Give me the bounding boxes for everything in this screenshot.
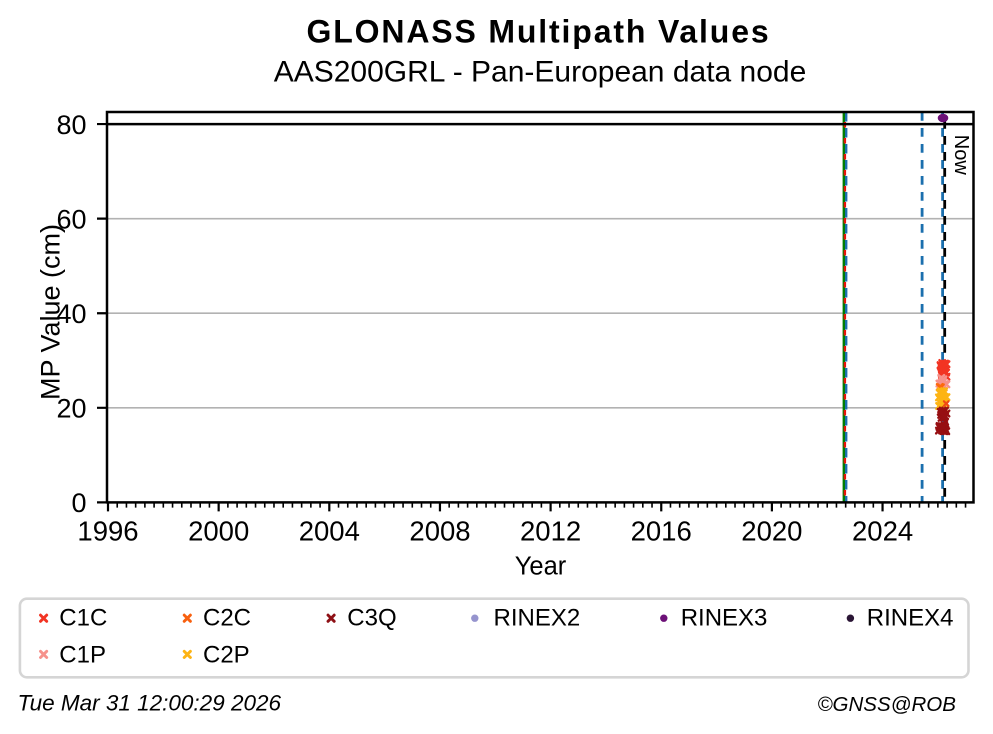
svg-text:Year: Year: [515, 553, 567, 581]
svg-text:C1C: C1C: [59, 605, 107, 632]
svg-text:2016: 2016: [631, 516, 692, 547]
svg-text:2004: 2004: [299, 516, 360, 547]
svg-text:Now: Now: [950, 135, 972, 176]
svg-text:Tue Mar 31 12:00:29 2026: Tue Mar 31 12:00:29 2026: [18, 691, 282, 716]
svg-text:©GNSS@ROB: ©GNSS@ROB: [817, 693, 955, 716]
svg-text:C2C: C2C: [203, 605, 251, 632]
svg-text:80: 80: [56, 110, 86, 140]
svg-text:RINEX4: RINEX4: [867, 605, 954, 632]
svg-text:C3Q: C3Q: [347, 605, 396, 632]
svg-text:1996: 1996: [77, 516, 138, 547]
svg-text:2020: 2020: [741, 516, 802, 547]
svg-text:C1P: C1P: [59, 642, 106, 669]
svg-text:RINEX2: RINEX2: [494, 605, 581, 632]
svg-text:C2P: C2P: [203, 642, 250, 669]
svg-text:60: 60: [56, 205, 86, 235]
svg-text:AAS200GRL - Pan-European data: AAS200GRL - Pan-European data node: [274, 56, 807, 89]
svg-text:2008: 2008: [409, 516, 470, 547]
svg-text:GLONASS Multipath Values: GLONASS Multipath Values: [306, 14, 770, 50]
svg-text:MP Value (cm): MP Value (cm): [36, 224, 66, 400]
svg-text:RINEX3: RINEX3: [681, 605, 768, 632]
svg-text:2000: 2000: [188, 516, 249, 547]
svg-text:0: 0: [71, 488, 86, 518]
svg-text:2024: 2024: [852, 516, 913, 547]
svg-text:20: 20: [56, 394, 86, 424]
svg-text:2012: 2012: [520, 516, 581, 547]
svg-text:40: 40: [56, 299, 86, 329]
